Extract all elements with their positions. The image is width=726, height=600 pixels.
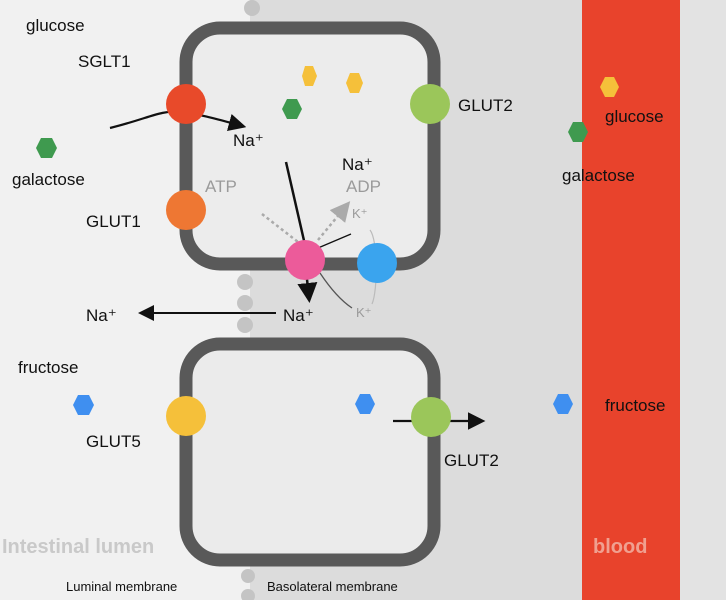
right-region — [680, 0, 726, 600]
k-out-line — [319, 272, 353, 309]
label-intestinal-lumen: Intestinal lumen — [2, 536, 154, 558]
glut2-transporter-bottom — [411, 397, 451, 437]
label-luminal-membrane: Luminal membrane — [66, 579, 177, 594]
label-sglt1: SGLT1 — [78, 52, 131, 71]
label-atp: ATP — [205, 177, 237, 196]
label-k-out: K⁺ — [356, 305, 372, 320]
label-na-in: Na⁺ — [233, 131, 264, 150]
blood-vessel — [582, 0, 680, 600]
sglt1-transporter — [166, 84, 206, 124]
glucose-hexagon — [600, 77, 619, 97]
label-glucose-blood: glucose — [605, 107, 664, 126]
label-k-in: K⁺ — [352, 206, 368, 221]
fructose-hexagon — [355, 394, 375, 414]
label-glut2-top: GLUT2 — [458, 96, 513, 115]
label-galactose-blood: galactose — [562, 166, 635, 185]
label-fructose-lumen: fructose — [18, 358, 78, 377]
glucose-hexagon — [302, 66, 317, 86]
k-channel — [357, 243, 397, 283]
label-basolateral-membrane: Basolateral membrane — [267, 579, 398, 594]
label-glucose-lumen: glucose — [26, 16, 85, 35]
label-adp: ADP — [346, 177, 381, 196]
adp-dotted-arrow — [317, 201, 351, 241]
label-na-below: Na⁺ — [283, 306, 314, 325]
fructose-hexagon — [73, 395, 94, 415]
fructose-hexagon — [553, 394, 573, 414]
glut2-transporter-top — [410, 84, 450, 124]
label-glut1: GLUT1 — [86, 212, 141, 231]
label-galactose-lumen: galactose — [12, 170, 85, 189]
label-na-lumen: Na⁺ — [86, 306, 117, 325]
galactose-hexagon — [568, 122, 588, 142]
atp-dotted-line — [261, 213, 299, 243]
label-fructose-blood: fructose — [605, 396, 665, 415]
galactose-hexagon — [282, 99, 302, 119]
tight-junction — [237, 0, 260, 600]
k-in-line — [317, 233, 352, 249]
na-in-line — [284, 161, 307, 246]
glucose-hexagon — [346, 73, 363, 93]
galactose-hexagon — [36, 138, 57, 158]
enterocyte-bottom — [179, 337, 441, 567]
na-k-pump — [285, 240, 325, 280]
enterocyte-top — [179, 21, 441, 271]
label-blood: blood — [593, 536, 647, 558]
molecules — [36, 66, 619, 415]
label-glut5: GLUT5 — [86, 432, 141, 451]
label-glut2-bottom: GLUT2 — [444, 451, 499, 470]
glut1-transporter — [166, 190, 206, 230]
glut5-transporter — [166, 396, 206, 436]
label-na-top: Na⁺ — [342, 155, 373, 174]
